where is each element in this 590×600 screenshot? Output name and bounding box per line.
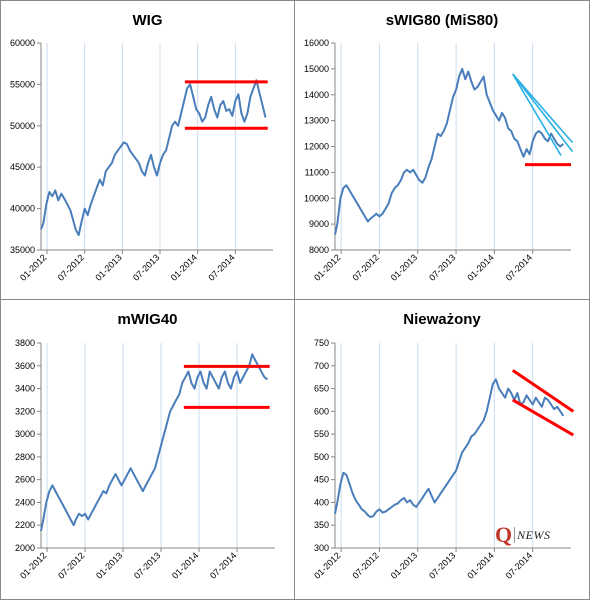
chart-panel-wig: WIG 35000 40000 45000 50000 55000 60000 01-2012… [0, 0, 295, 300]
y-tick-label: 550 [314, 429, 329, 439]
logo-mark: Q [495, 522, 513, 547]
x-tick-label: 07-2013 [131, 252, 161, 282]
chart-title: mWIG40 [117, 311, 177, 328]
x-tick-label: 01-2012 [312, 252, 342, 282]
chart-svg-swig80: sWIG80 (MiS80) 8000 9000 10000 11000 12000 130… [304, 12, 574, 283]
y-tick-label: 15000 [304, 64, 329, 74]
y-tick-label: 35000 [10, 245, 35, 255]
x-tick-label: 01-2013 [93, 252, 123, 282]
chart-panel-mwig40: mWIG40 2000 2200 2400 2600 2800 3000 3200 3400 36… [0, 299, 295, 600]
x-tick-label: 07-2014 [504, 550, 534, 580]
y-tick-label: 60000 [10, 38, 35, 48]
y-tick-label: 16000 [304, 38, 329, 48]
x-tick-label: 07-2012 [350, 252, 380, 282]
y-tick-label: 750 [314, 338, 329, 348]
logo-divider [514, 527, 516, 543]
x-tick-label: 01-2014 [465, 252, 495, 282]
y-tick-label: 12000 [304, 142, 329, 152]
y-tick-label: 500 [314, 452, 329, 462]
chart-title: Nieważony [403, 311, 481, 328]
x-tick-label: 01-2012 [312, 550, 342, 580]
series-line [334, 378, 565, 518]
y-tick-label: 10000 [304, 193, 329, 203]
y-tick-label: 2000 [15, 543, 35, 553]
chart-panel-niewazony: Nieważony 300 350 400 450 500 550 600 650 700 750 0… [294, 299, 590, 600]
x-tick-label: 07-2012 [56, 550, 86, 580]
x-tick-label: 07-2013 [427, 550, 457, 580]
x-tick-label: 07-2012 [56, 252, 86, 282]
trend-line [512, 73, 574, 153]
x-tick-label: 01-2013 [389, 252, 419, 282]
y-tick-label: 2400 [15, 497, 35, 507]
y-tick-label: 350 [314, 520, 329, 530]
y-tick-label: 300 [314, 543, 329, 553]
x-tick-label: 07-2014 [208, 550, 238, 580]
chart-panel-swig80: sWIG80 (MiS80) 8000 9000 10000 11000 12000 130… [294, 0, 590, 300]
y-tick-label: 400 [314, 497, 329, 507]
x-tick-label: 07-2013 [132, 550, 162, 580]
y-tick-label: 2600 [15, 475, 35, 485]
x-tick-label: 07-2013 [427, 252, 457, 282]
x-tick-label: 01-2014 [170, 550, 200, 580]
y-tick-label: 11000 [305, 167, 329, 177]
series-line [40, 79, 267, 237]
y-tick-label: 45000 [10, 162, 35, 172]
chart-title: WIG [133, 12, 163, 29]
x-tick-label: 01-2012 [18, 550, 48, 580]
chart-svg-wig: WIG 35000 40000 45000 50000 55000 60000 01-2012… [10, 12, 273, 283]
trend-line [512, 73, 562, 156]
trend-line [512, 73, 574, 144]
y-tick-label: 3400 [15, 384, 35, 394]
support-resistance-line [511, 369, 575, 413]
qnews-logo: Q NEWS [495, 522, 550, 548]
y-tick-label: 3200 [15, 406, 35, 416]
y-tick-label: 13000 [304, 116, 329, 126]
y-tick-label: 600 [314, 406, 329, 416]
x-tick-label: 07-2012 [350, 550, 380, 580]
y-tick-label: 700 [314, 361, 329, 371]
x-tick-label: 01-2014 [465, 550, 495, 580]
y-tick-label: 40000 [10, 204, 35, 214]
y-tick-label: 2200 [15, 520, 35, 530]
x-tick-label: 01-2013 [94, 550, 124, 580]
y-tick-label: 3000 [15, 429, 35, 439]
x-tick-label: 01-2013 [389, 550, 419, 580]
y-tick-label: 650 [314, 384, 329, 394]
x-tick-label: 07-2014 [206, 252, 236, 282]
x-tick-label: 01-2012 [18, 252, 48, 282]
y-tick-label: 8000 [309, 245, 329, 255]
chart-svg-niewazony: Nieważony 300 350 400 450 500 550 600 650 700 750 0… [312, 311, 575, 581]
x-tick-label: 01-2014 [169, 252, 199, 282]
series-line [334, 67, 564, 235]
y-tick-label: 3600 [15, 361, 35, 371]
support-resistance-line [512, 398, 575, 437]
logo-text: NEWS [517, 527, 551, 542]
y-tick-label: 3800 [15, 338, 35, 348]
y-tick-label: 9000 [309, 219, 329, 229]
chart-svg-mwig40: mWIG40 2000 2200 2400 2600 2800 3000 3200 3400 36… [15, 311, 275, 581]
y-tick-label: 55000 [10, 79, 35, 89]
chart-title: sWIG80 (MiS80) [386, 12, 499, 29]
y-tick-label: 50000 [10, 121, 35, 131]
x-tick-label: 07-2014 [504, 252, 534, 282]
series-line [40, 353, 268, 532]
y-tick-label: 450 [314, 475, 329, 485]
y-tick-label: 14000 [304, 90, 329, 100]
y-tick-label: 2800 [15, 452, 35, 462]
